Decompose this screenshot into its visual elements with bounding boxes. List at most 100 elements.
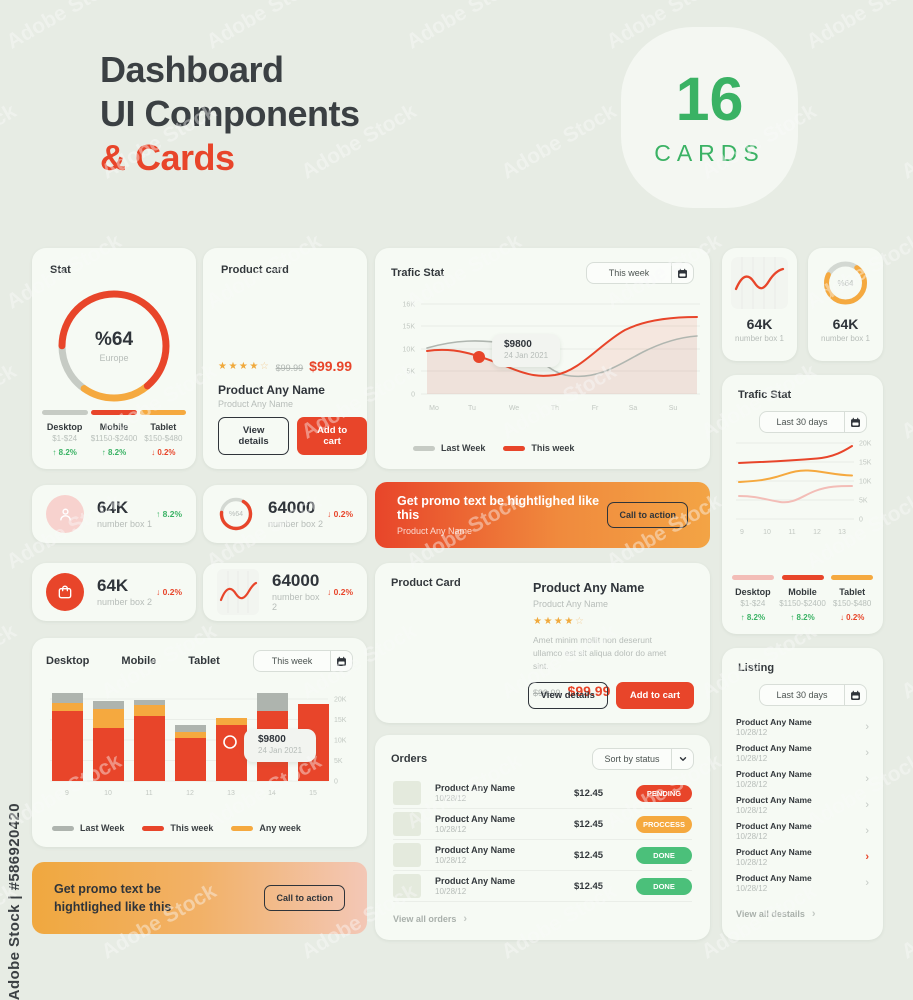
device-range: $1-$24 bbox=[740, 599, 766, 608]
add-to-cart-button[interactable]: Add to cart bbox=[297, 417, 367, 455]
device-delta: ↑ 8.2% bbox=[52, 448, 77, 457]
badge-label: CARDS bbox=[654, 139, 765, 166]
title-line-1: Dashboard bbox=[100, 49, 284, 90]
svg-text:Th: Th bbox=[551, 405, 559, 412]
list-item[interactable]: Product Any Name 10/28/12 › bbox=[736, 792, 869, 818]
tab-desktop[interactable]: Desktop bbox=[46, 655, 90, 667]
order-name: Product Any Name bbox=[435, 783, 516, 793]
donut-center-label: %64 bbox=[228, 510, 243, 518]
legend-item: Last Week bbox=[52, 823, 124, 833]
chevron-right-icon[interactable]: › bbox=[865, 773, 869, 785]
promo-headline-line1: Get promo text be bbox=[54, 881, 161, 896]
chevron-right-icon[interactable]: › bbox=[865, 721, 869, 733]
svg-text:We: We bbox=[509, 405, 519, 412]
number-box-value: 64K bbox=[97, 497, 129, 517]
orders-card: Orders Sort by status Product Any Name 1… bbox=[375, 735, 710, 940]
product-card-big-title: Product Card bbox=[391, 577, 461, 589]
svg-text:10: 10 bbox=[104, 790, 112, 797]
number-box-3: 64K number box 2 ↓ 0.2% bbox=[32, 563, 196, 621]
svg-text:10K: 10K bbox=[334, 738, 347, 745]
device-delta: ↑ 8.2% bbox=[101, 448, 127, 457]
stat-device-legend: Desktop $1-$24 ↑ 8.2% Mobile $1150-$2400… bbox=[40, 410, 188, 457]
legend-label: Last Week bbox=[441, 443, 486, 453]
order-date: 10/28/12 bbox=[435, 794, 467, 803]
chevron-right-icon[interactable]: › bbox=[865, 799, 869, 811]
view-all-details-link[interactable]: View all destails › bbox=[736, 908, 869, 920]
chevron-right-icon: › bbox=[811, 908, 816, 920]
chart-tooltip: $9800 24 Jan 2021 bbox=[244, 729, 317, 762]
calendar-icon[interactable] bbox=[844, 412, 866, 432]
mini-card-label: number box 1 bbox=[821, 334, 870, 343]
list-item[interactable]: Product Any Name 10/28/12 › bbox=[736, 766, 869, 792]
donut-center-label: %64 bbox=[837, 278, 854, 288]
legend-swatch bbox=[142, 825, 165, 831]
cards-count-badge: 16 CARDS bbox=[621, 27, 798, 208]
device-color-swatch bbox=[90, 410, 137, 415]
list-item[interactable]: Product Any Name 10/28/12 › bbox=[736, 740, 869, 766]
promo-cta-button[interactable]: Call to action bbox=[264, 885, 345, 911]
status-badge: PENDING bbox=[636, 784, 692, 802]
view-details-button[interactable]: View details bbox=[218, 417, 290, 455]
sort-value: Sort by status bbox=[604, 754, 660, 764]
date-range-select[interactable]: This week bbox=[586, 262, 694, 284]
promo-headline-line2: hightlighed like this bbox=[54, 900, 172, 914]
stat-card: Stat %64 Europe Desktop bbox=[32, 248, 196, 469]
bar-chart-legend: Last Week This week Any week bbox=[52, 823, 301, 833]
calendar-icon[interactable] bbox=[844, 685, 866, 705]
list-item[interactable]: Product Any Name 10/28/12 › bbox=[736, 818, 869, 844]
number-box-value: 64000 bbox=[268, 497, 316, 517]
add-to-cart-button[interactable]: Add to cart bbox=[615, 682, 694, 709]
mini-card-value: 64K bbox=[746, 316, 773, 332]
trafic-side-line-chart: 20K 15K 10K 5K 0 9 10 11 12 13 bbox=[722, 433, 883, 541]
view-all-details-label: View all destails bbox=[736, 909, 805, 919]
list-item[interactable]: Product Any Name 10/28/12 › bbox=[736, 844, 869, 870]
view-all-orders-link[interactable]: View all orders › bbox=[393, 913, 692, 925]
svg-text:5K: 5K bbox=[334, 758, 343, 765]
svg-text:13: 13 bbox=[227, 790, 235, 797]
device-name: Tablet bbox=[150, 422, 177, 432]
tab-tablet[interactable]: Tablet bbox=[188, 655, 220, 667]
table-row[interactable]: Product Any Name 10/28/12 $12.45 DONE bbox=[393, 871, 692, 902]
listing-date: 10/28/12 bbox=[736, 832, 768, 841]
order-price: $12.45 bbox=[574, 818, 604, 830]
user-icon bbox=[46, 495, 84, 533]
table-row[interactable]: Product Any Name 10/28/12 $12.45 PROCCES… bbox=[393, 809, 692, 840]
badge-number: 16 bbox=[675, 64, 744, 133]
device-delta: ↑ 8.2% bbox=[740, 613, 766, 622]
promo-cta-button[interactable]: Call to action bbox=[607, 502, 688, 528]
number-box-4: 64000 number box 2 ↓ 0.2% bbox=[203, 563, 367, 621]
stat-center-value: %64 bbox=[94, 329, 134, 350]
svg-text:16K: 16K bbox=[403, 302, 416, 309]
sort-select[interactable]: Sort by status bbox=[592, 748, 694, 770]
number-box-value: 64000 bbox=[272, 570, 320, 590]
table-row[interactable]: Product Any Name 10/28/12 $12.45 PENDING bbox=[393, 778, 692, 809]
legend-item: Last Week bbox=[413, 443, 485, 453]
chevron-right-icon[interactable]: › bbox=[865, 747, 869, 759]
title-line-3: & Cards bbox=[100, 137, 235, 178]
device-range: $150-$480 bbox=[144, 434, 183, 443]
chevron-right-icon[interactable]: › bbox=[865, 825, 869, 837]
chevron-down-icon[interactable] bbox=[671, 749, 693, 769]
old-price: $99.99 bbox=[275, 363, 304, 373]
date-range-value: Last 30 days bbox=[776, 417, 828, 427]
list-item[interactable]: Product Any Name 10/28/12 › bbox=[736, 870, 869, 896]
date-range-select[interactable]: Last 30 days bbox=[759, 684, 867, 706]
donut-chart: %64 bbox=[817, 257, 874, 309]
svg-text:0: 0 bbox=[334, 779, 338, 786]
order-date: 10/28/12 bbox=[435, 856, 467, 865]
watermark-tile: Adobe Stock bbox=[0, 359, 21, 444]
chevron-right-icon[interactable]: › bbox=[865, 851, 869, 863]
table-row[interactable]: Product Any Name 10/28/12 $12.45 DONE bbox=[393, 840, 692, 871]
number-box-label: number box 1 bbox=[97, 519, 153, 530]
watermark-tile: Adobe Stock bbox=[0, 879, 21, 964]
tab-mobile[interactable]: Mobile bbox=[121, 655, 157, 667]
chevron-right-icon[interactable]: › bbox=[865, 877, 869, 889]
calendar-icon[interactable] bbox=[330, 651, 352, 671]
legend-label: This week bbox=[170, 823, 214, 833]
calendar-icon[interactable] bbox=[671, 263, 693, 283]
view-details-button[interactable]: View details bbox=[527, 682, 608, 709]
date-range-select[interactable]: Last 30 days bbox=[759, 411, 867, 433]
date-range-select[interactable]: This week bbox=[253, 650, 353, 672]
device-name: Tablet bbox=[839, 587, 866, 597]
list-item[interactable]: Product Any Name 10/28/12 › bbox=[736, 714, 869, 740]
